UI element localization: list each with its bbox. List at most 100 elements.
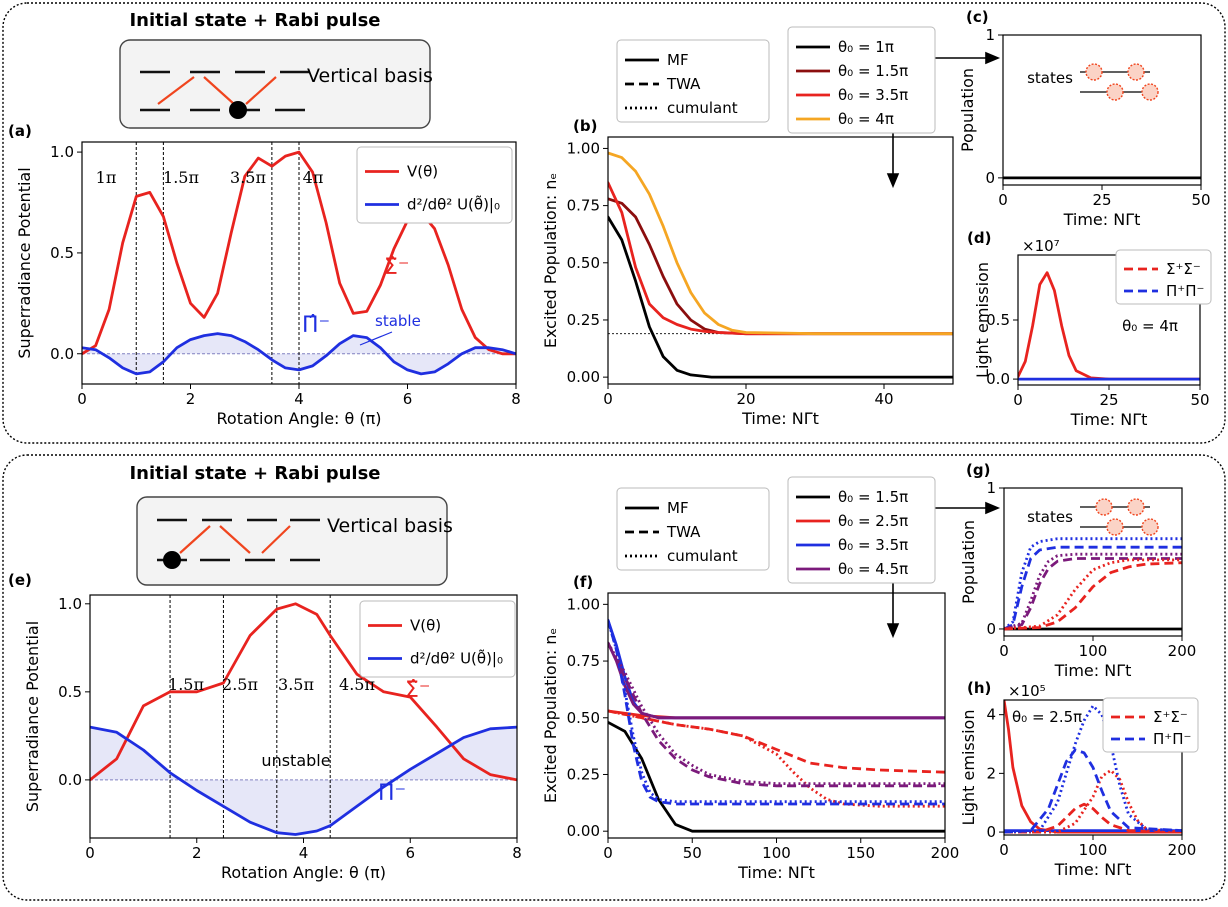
top-frame [2,2,1226,444]
vline-label-a-3: 4π [303,168,324,187]
legend-label-f-1: TWA [666,523,701,541]
xtick-label-e-3: 6 [405,844,415,862]
legend-a: V(θ) d²/dθ² U(θ̃)|₀ [356,146,513,224]
series-line-f-3 [608,641,945,720]
legend-f: θ₀ = 1.5π θ₀ = 2.5π θ₀ = 3.5π θ₀ = 4.5π [787,476,936,584]
ylabel-d: Light emission [973,262,992,378]
legend-d: Σ⁺Σ⁻ Π⁺Π⁻ [1115,249,1212,305]
ytick-label-d-0: 0.0 [986,370,1010,388]
ylabel-e: Superradiance Potential [23,621,42,812]
xtick-label-d-2: 50 [1190,391,1209,409]
panel-label-c: (c) [966,8,989,26]
legend-label-e-0: V(θ) [410,617,441,635]
ytick-label-c-1: 1 [985,26,995,44]
series-line-f-4 [608,709,945,774]
xtick-label-e-0: 0 [85,844,95,862]
series-line-b-0 [608,215,953,379]
ylabel-a: Superradiance Potential [15,167,34,358]
series-line-g-6 [1004,561,1182,631]
stable-annotation: stable [375,312,421,330]
legend-label-f-3: θ₀ = 4.5π [838,560,908,578]
panel-label-g: (g) [966,461,990,479]
ytick-label-d-1: 0.5 [986,311,1010,329]
xtick-label-g-0: 0 [999,642,1009,660]
xtick-label-h-1: 100 [1079,841,1108,859]
legend-b: MF TWA cumulant [616,39,770,123]
xlabel-d: Time: NΓt [1070,410,1148,429]
ytick-label-f-4: 1.00 [567,595,600,613]
states-cartoon-c: states [1027,63,1159,101]
ytick-label-b-2: 0.50 [567,254,600,272]
pi-annotation-e: Π̂⁻ [378,781,406,806]
series-line-b-3 [608,151,953,336]
legend-label-f-2: θ₀ = 3.5π [838,536,908,554]
series-line-h-2 [1004,802,1182,834]
panel-label-e: (e) [8,571,32,589]
vline-label-a-0: 1π [96,168,117,187]
inset-top: Vertical basis [119,39,433,129]
ylabel-c: Population [958,68,977,152]
plot-area-d [1018,271,1200,381]
xtick-label-h-2: 200 [1168,841,1197,859]
panel-g: 0 100 200 0 1 Time: NΓt Population (g) [959,461,1196,680]
vline-label-e-0: 1.5π [168,675,204,694]
xlabel-h: Time: NΓt [1054,860,1132,879]
ytick-label-f-0: 0.00 [567,822,600,840]
panel-e: 0 2 4 6 8 0.0 0.5 1.0 Rotation Angle: θ (π) Super… [8,571,522,882]
bottom-frame [2,454,1226,901]
sigma-annotation-e: Σ̂⁻ [405,678,431,703]
legend-label-b-2: θ₀ = 3.5π [838,86,908,104]
xtick-label-h-0: 0 [999,841,1009,859]
xtick-label-b-2: 40 [874,390,893,408]
xtick-label-a-2: 4 [294,390,304,408]
plot-area-h [1004,700,1182,834]
series-line-a-0 [82,150,516,356]
series-line-h-4 [1004,748,1182,834]
legend-label-f-0: MF [667,499,689,517]
xlabel-c: Time: NΓt [1063,210,1141,229]
connector-arrows [886,51,1001,639]
xtick-label-g-1: 100 [1079,642,1108,660]
xtick-label-c-2: 50 [1191,191,1210,209]
series-line-f-6 [608,619,945,806]
legend-label-h-0: Σ⁺Σ⁻ [1153,708,1188,726]
series-line-f-9 [608,642,945,785]
panel-label-a: (a) [8,122,32,140]
xlabel-b: Time: NΓt [741,409,819,428]
plot-area-a [82,142,516,384]
legend-label-b-1: θ₀ = 1.5π [838,62,908,80]
plot-area-f [608,618,945,833]
panel-label-d: (d) [967,229,991,247]
series-line-b-2 [608,181,953,336]
multiplier-d: ×10⁷ [1022,237,1060,255]
vline-label-e-2: 3.5π [278,675,314,694]
ytick-label-f-2: 0.50 [567,709,600,727]
series-line-f-5 [608,709,945,808]
xlabel-g: Time: NΓt [1054,661,1132,680]
series-line-f-0 [608,720,945,833]
xtick-label-a-4: 8 [511,390,521,408]
panel-label-f: (f) [573,573,593,591]
ytick-label-b-0: 0.00 [567,368,600,386]
states-label-g: states [1027,508,1073,526]
legend-label-a-1: d²/dθ² U(θ̃)|₀ [407,195,500,214]
plot-area-g [1004,537,1182,631]
series-line-e-1 [90,725,517,836]
ytick-label-b-1: 0.25 [567,311,600,329]
multiplier-h: ×10⁵ [1008,682,1046,700]
ytick-label-e-0: 0.0 [58,771,82,789]
ytick-label-h-1: 2 [986,764,996,782]
xtick-label-g-2: 200 [1168,642,1197,660]
header-bottom: Initial state + Rabi pulse [129,463,380,484]
unstable-annotation: unstable [261,751,330,770]
xtick-label-d-1: 25 [1099,391,1118,409]
xtick-label-b-1: 20 [736,390,755,408]
series-line-g-3 [1004,552,1182,631]
ytick-label-b-4: 1.00 [567,139,600,157]
fill-region-e [90,727,517,835]
xtick-label-e-4: 8 [512,844,522,862]
panel-d: 0 25 50 0.0 0.5 Time: NΓt Light emission (d) ×10… [967,229,1210,429]
plot-area-b [608,151,953,379]
stable-pointer [359,331,393,346]
